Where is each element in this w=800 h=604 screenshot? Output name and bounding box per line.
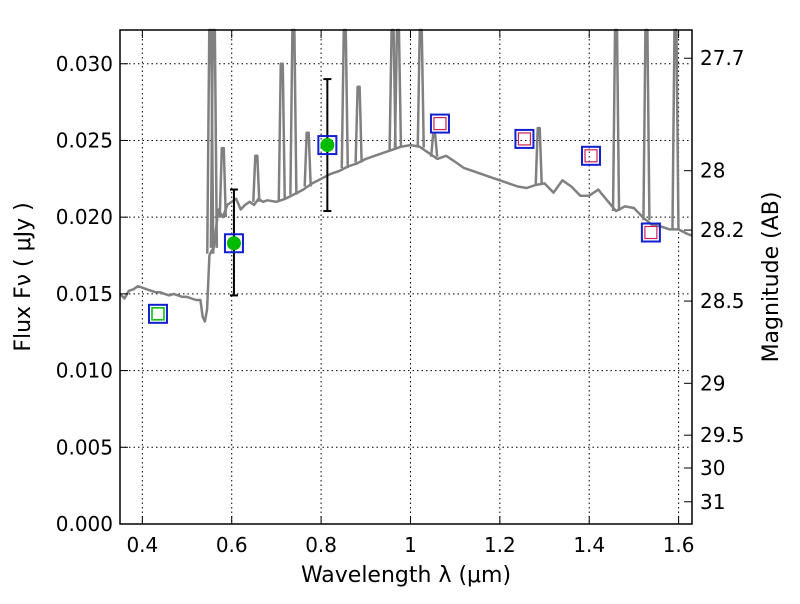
right-tick-label: 28.5 <box>700 289 745 313</box>
right-tick-label: 28 <box>700 159 725 183</box>
x-tick-label: 1.4 <box>573 533 605 557</box>
spectrum-emission-line <box>289 28 298 195</box>
spectrum-emission-line <box>393 28 403 148</box>
right-tick-label: 29.5 <box>700 423 745 447</box>
spectrum-emission-line <box>534 126 543 185</box>
plot-layer <box>119 28 693 324</box>
x-tick-label: 0.6 <box>216 533 248 557</box>
x-tick-label: 1.2 <box>484 533 516 557</box>
x-tick-label: 0.8 <box>305 533 337 557</box>
plot-frame <box>119 29 693 525</box>
spectrum-emission-line <box>671 28 680 230</box>
model-flux-box <box>429 113 450 134</box>
y-tick-label: 0.000 <box>56 512 113 536</box>
x-tick-label: 1.6 <box>663 533 695 557</box>
spectrum-emission-line <box>218 146 228 218</box>
right-tick-label: 29 <box>700 371 725 395</box>
observed-flux-point <box>320 138 335 153</box>
right-tick-label: 27.7 <box>700 46 745 70</box>
model-inner-square-red <box>517 132 532 146</box>
y-axis-label: Flux Fν ( μJy ) <box>11 202 36 351</box>
model-flux-box <box>147 303 168 324</box>
model-inner-square-red <box>584 149 598 163</box>
right-tick-label: 28.2 <box>700 218 745 242</box>
model-inner-square-green <box>151 307 165 321</box>
model-inner-square-red <box>644 225 658 240</box>
observed-flux-point <box>226 236 241 251</box>
axis-layer: 0.4 0.6 0.8 1 1.2 1.4 1.6 0.000 0.005 0.010 0.015 0… <box>56 30 745 557</box>
right-axis-label: Magnitude (AB) <box>759 192 784 363</box>
y-tick-label: 0.005 <box>56 435 113 459</box>
model-flux-box <box>223 233 244 254</box>
model-flux-box <box>317 135 338 156</box>
y-tick-label: 0.015 <box>56 282 113 306</box>
spectrum-emission-line <box>277 62 287 201</box>
spectrum-emission-line <box>354 85 363 163</box>
right-tick-label: 31 <box>700 490 725 514</box>
spectrum-emission-line <box>642 28 651 221</box>
model-flux-box <box>581 145 602 166</box>
spectrum-emission-line <box>303 131 312 187</box>
spectrum-emission-line <box>429 133 439 157</box>
y-tick-label: 0.025 <box>56 128 113 152</box>
x-tick-label: 0.4 <box>126 533 158 557</box>
x-tick-label: 1 <box>404 533 417 557</box>
spectrum-emission-line <box>252 154 261 202</box>
model-inner-square-red <box>433 116 447 131</box>
y-tick-label: 0.030 <box>56 52 113 76</box>
y-tick-label: 0.020 <box>56 205 113 229</box>
grid-layer <box>120 30 692 525</box>
right-tick-label: 30 <box>700 456 725 480</box>
spectrum-continuum-line <box>119 143 693 323</box>
spectrum-emission-line <box>340 28 350 169</box>
spectrum-emission-line <box>416 28 425 148</box>
spectrum-emission-line <box>611 28 621 212</box>
x-axis-label: Wavelength λ (μm) <box>301 563 511 588</box>
model-flux-box <box>640 222 661 243</box>
model-flux-box <box>514 128 535 149</box>
y-tick-label: 0.010 <box>56 359 113 383</box>
